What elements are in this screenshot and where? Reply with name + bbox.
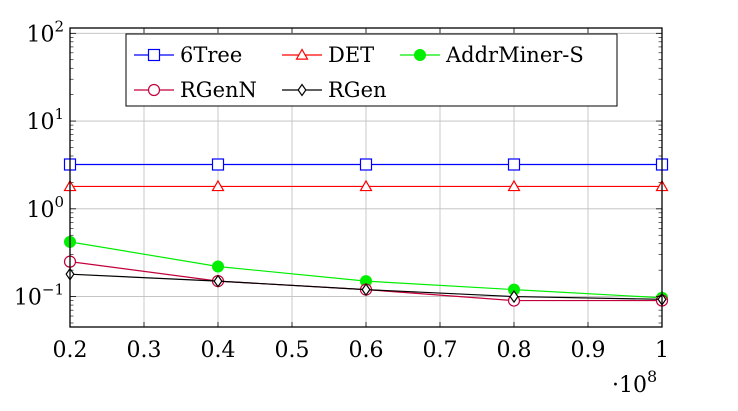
- x-tick-label: 0.9: [571, 338, 606, 363]
- x-tick-label: 1: [655, 338, 669, 363]
- x-tick-label: 0.2: [53, 338, 88, 363]
- legend-label: 6Tree: [180, 43, 242, 67]
- legend-entry-rgen: RGen: [282, 78, 387, 102]
- data-point-6tree: [507, 158, 521, 171]
- data-point-6tree: [211, 158, 225, 171]
- legend-box: [125, 33, 618, 107]
- y-tick-label-base: 10: [26, 198, 54, 223]
- legend-entry-det: DET: [282, 43, 374, 67]
- x-axis-scale-label: ·108: [612, 367, 657, 398]
- y-tick-label-exponent: 0: [54, 193, 64, 211]
- x-tick-label: 0.6: [349, 338, 384, 363]
- x-tick-label: 0.4: [201, 338, 236, 363]
- series-det: [63, 179, 669, 192]
- data-point-det: [211, 179, 225, 192]
- x-tick-label: 0.3: [127, 338, 162, 363]
- x-axis-scale-exponent: 8: [647, 367, 657, 386]
- data-point-addrminer-s: [212, 260, 224, 273]
- legend-marker: [147, 83, 161, 97]
- y-tick-label: 102: [26, 17, 64, 47]
- legend-label: AddrMiner-S: [445, 43, 584, 67]
- data-point-rgen: [509, 290, 519, 304]
- y-tick-label-base: 10: [14, 286, 42, 311]
- data-point-rgen: [213, 274, 223, 288]
- legend-entry-addrminer-s: AddrMiner-S: [400, 43, 584, 67]
- data-point-rgen: [361, 283, 371, 297]
- x-axis-scale-base: ·10: [612, 373, 647, 398]
- y-tick-label: 10−1: [14, 281, 64, 311]
- x-axis-ticks: 0.2 0.3 0.4 0.5 0.6 0.7 0.8 0.9 1: [53, 28, 669, 363]
- y-tick-label-exponent: 1: [54, 105, 64, 123]
- legend-entry-rgenn: RGenN: [134, 78, 257, 102]
- y-tick-label-base: 10: [26, 110, 54, 135]
- x-tick-label: 0.7: [423, 338, 458, 363]
- series-6tree: [63, 158, 669, 171]
- legend-label: DET: [328, 43, 374, 67]
- legend-marker: [147, 48, 161, 62]
- y-tick-label: 101: [26, 105, 64, 135]
- legend-label: RGenN: [180, 78, 257, 102]
- legend-marker: [295, 48, 309, 60]
- x-tick-label: 0.8: [497, 338, 532, 363]
- legend-marker: [414, 49, 426, 61]
- x-tick-label: 0.5: [275, 338, 310, 363]
- y-tick-label-base: 10: [26, 22, 54, 47]
- legend-label: RGen: [328, 78, 387, 102]
- data-point-det: [359, 179, 373, 192]
- legend: 6Tree DET AddrMiner-S RGenN RGen: [125, 33, 618, 107]
- y-tick-label: 100: [26, 193, 64, 223]
- y-tick-label-exponent: 2: [54, 17, 64, 35]
- y-tick-label-exponent: −1: [42, 281, 64, 299]
- data-point-det: [507, 179, 521, 192]
- data-point-6tree: [359, 158, 373, 171]
- legend-marker: [297, 83, 307, 97]
- legend-entry-6tree: 6Tree: [134, 43, 242, 67]
